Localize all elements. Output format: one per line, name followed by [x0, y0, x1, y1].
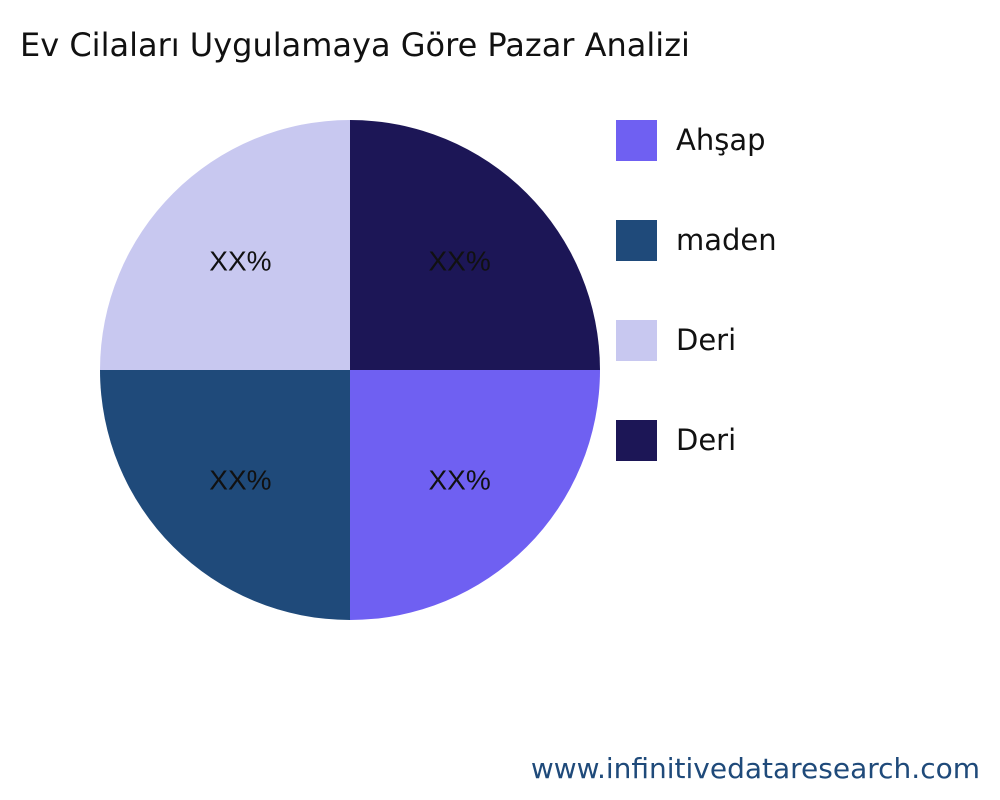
slice-data-label: XX%	[428, 245, 490, 276]
slice-data-label: XX%	[209, 465, 271, 496]
legend-swatch	[616, 219, 657, 261]
pie-slice-2	[100, 120, 350, 370]
chart-title: Ev Cilaları Uygulamaya Göre Pazar Analiz…	[20, 26, 690, 64]
legend-label: Deri	[676, 323, 737, 357]
slice-data-label: XX%	[428, 465, 490, 496]
slice-data-label: XX%	[209, 245, 271, 276]
legend-item: Deri	[616, 319, 736, 361]
pie-slice-1	[100, 370, 350, 620]
legend-swatch	[616, 119, 657, 161]
legend-item: maden	[616, 219, 777, 261]
legend-label: maden	[676, 223, 777, 257]
legend-label: Deri	[676, 423, 737, 457]
footer-url: www.infinitivedataresearch.com	[530, 752, 980, 785]
pie-slice-3	[350, 120, 600, 370]
legend-swatch	[616, 319, 657, 361]
legend-item: Ahşap	[616, 119, 766, 161]
pie-slice-0	[350, 370, 600, 620]
legend-label: Ahşap	[676, 123, 766, 157]
legend-swatch	[616, 419, 657, 461]
legend-item: Deri	[616, 419, 736, 461]
